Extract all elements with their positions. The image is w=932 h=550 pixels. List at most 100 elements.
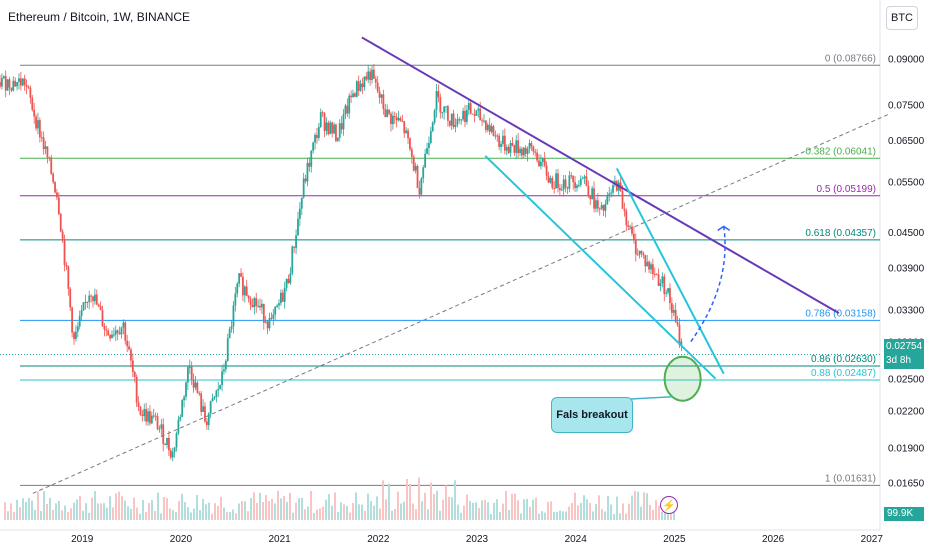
volume-bar	[487, 502, 489, 520]
candle-body	[621, 190, 624, 209]
candle-body	[350, 95, 353, 98]
candle-body	[355, 81, 358, 97]
candle-body	[678, 324, 681, 346]
candle-body	[230, 326, 233, 330]
volume-bar	[358, 504, 360, 520]
candle-body	[627, 225, 630, 228]
candle-body	[289, 273, 292, 284]
candle-body	[133, 372, 136, 377]
volume-bar	[4, 502, 6, 520]
volume-bar	[502, 503, 504, 520]
volume-bar	[577, 505, 579, 520]
candle-body	[317, 126, 320, 139]
candle-body	[128, 346, 130, 350]
volume-bar	[472, 502, 474, 520]
candle-body	[665, 292, 668, 294]
candle-body	[538, 160, 540, 167]
candle-body	[500, 143, 502, 147]
currency-badge[interactable]: BTC	[886, 6, 918, 30]
volume-bar	[436, 490, 438, 520]
volume-bar	[262, 502, 264, 520]
volume-bar	[40, 511, 42, 520]
candle-body	[52, 173, 55, 183]
volume-bar	[418, 477, 420, 520]
candle-body	[473, 114, 476, 116]
volume-bar	[523, 499, 525, 520]
chart-title: Ethereum / Bitcoin, 1W, BINANCE	[8, 10, 191, 24]
candle-body	[75, 331, 77, 339]
candle-body	[511, 143, 514, 146]
candle-body	[589, 195, 592, 200]
candle-body	[477, 108, 480, 111]
candle-body	[412, 156, 415, 171]
candle-body	[365, 76, 368, 80]
volume-bar	[622, 503, 624, 520]
volume-bar	[475, 502, 477, 520]
volume-bar	[259, 492, 261, 520]
candle-body	[200, 393, 203, 412]
fib-level-label: 0.88 (0.02487)	[811, 368, 876, 379]
candle-body	[29, 87, 32, 98]
candle-body	[374, 78, 377, 83]
candle-body	[255, 298, 258, 306]
volume-bar	[550, 501, 552, 520]
candle-body	[642, 253, 645, 256]
candle-body	[657, 274, 660, 286]
volume-bar	[277, 490, 279, 520]
volume-bar	[283, 495, 285, 520]
volume-bar	[373, 505, 375, 520]
candle-body	[71, 307, 74, 333]
x-tick-label: 2027	[861, 534, 884, 545]
candle-body	[207, 413, 210, 426]
candle-body	[581, 178, 584, 180]
lightning-icon[interactable]: ⚡	[660, 496, 678, 514]
candle-body	[8, 79, 11, 88]
volume-bar	[526, 498, 528, 520]
volume-bar	[355, 492, 357, 520]
y-tick-label: 0.04500	[888, 228, 925, 239]
candle-body	[574, 182, 576, 189]
candle-body	[287, 278, 290, 284]
candle-body	[659, 283, 662, 286]
volume-bar	[427, 509, 429, 520]
volume-bar	[433, 493, 435, 520]
volume-bar	[289, 492, 291, 520]
candle-body	[490, 126, 493, 132]
volume-bar	[271, 498, 273, 520]
candle-body	[310, 150, 313, 167]
candle-body	[54, 182, 56, 193]
candle-body	[308, 162, 311, 167]
volume-bar	[76, 499, 78, 520]
candle-body	[183, 396, 185, 401]
volume-bar	[394, 508, 396, 520]
candle-body	[156, 416, 159, 430]
volume-bar	[640, 506, 642, 520]
candle-body	[145, 409, 148, 422]
candle-body	[346, 105, 349, 114]
candle-body	[76, 326, 79, 332]
candle-body	[536, 152, 539, 161]
candle-body	[513, 145, 516, 153]
candle-body	[447, 106, 449, 121]
candle-body	[185, 382, 187, 397]
volume-bar	[430, 482, 432, 520]
volume-bar	[265, 495, 267, 520]
candle-body	[648, 261, 650, 270]
candle-body	[164, 443, 167, 446]
volume-bar	[592, 511, 594, 520]
candle-body	[166, 437, 168, 446]
candle-body	[557, 173, 559, 188]
candle-body	[390, 113, 392, 125]
candle-body	[496, 135, 499, 137]
volume-bar	[598, 495, 600, 520]
candle-body	[456, 119, 459, 125]
candle-body	[391, 115, 394, 125]
volume-bar	[421, 501, 423, 520]
y-tick-label: 0.02200	[888, 407, 925, 418]
volume-bar	[334, 492, 336, 520]
volume-bar	[643, 492, 645, 520]
volume-bar	[280, 498, 282, 520]
candle-body	[240, 273, 242, 277]
candle-body	[221, 371, 223, 385]
